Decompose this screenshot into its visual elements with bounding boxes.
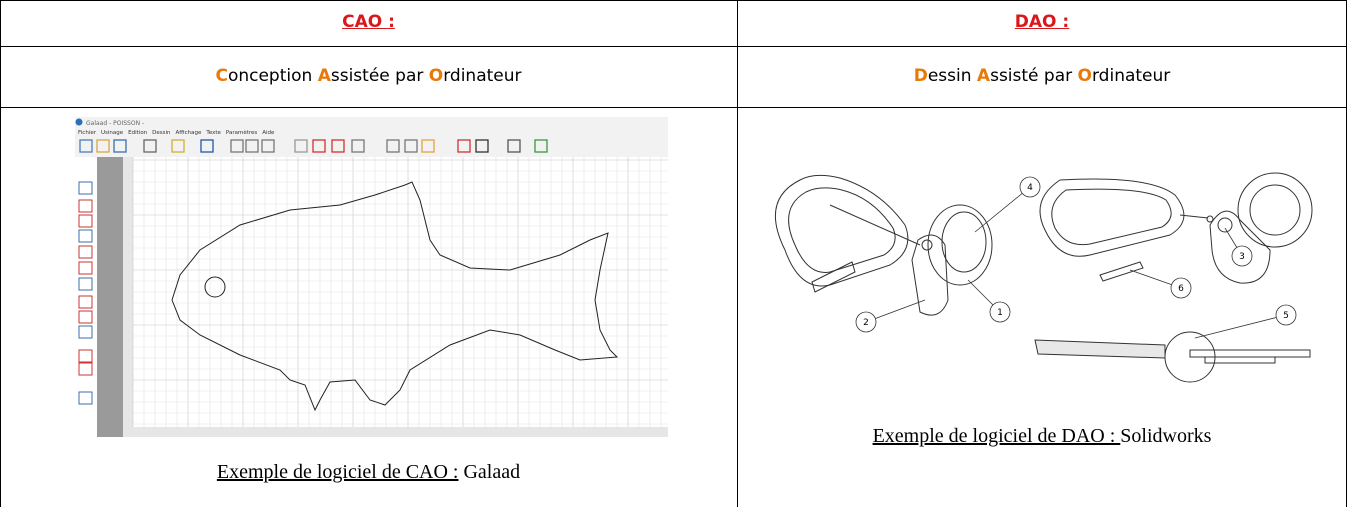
text: onception — [227, 66, 318, 86]
palette-icon — [78, 325, 93, 339]
palette-icon — [78, 245, 93, 259]
toolbar-icon — [171, 139, 185, 153]
toolbar-icon — [245, 139, 259, 153]
leader-line — [865, 299, 926, 323]
palette-icon — [78, 295, 93, 309]
definition: Dessin Assisté par Ordinateur — [737, 66, 1347, 86]
callout-number: 4 — [1027, 183, 1033, 193]
toolbar-icon — [507, 139, 521, 153]
toolbar-icon — [143, 139, 157, 153]
toolbar-icon — [261, 139, 275, 153]
palette-icon — [78, 362, 93, 376]
carabiner-iso — [774, 174, 993, 316]
text: rdinateur — [443, 66, 522, 86]
carabiner-top — [1039, 172, 1313, 284]
caption-label: Exemple de logiciel de DAO : — [872, 425, 1121, 447]
palette-icon — [78, 181, 93, 195]
toolbar-icon — [386, 139, 400, 153]
caption: Exemple de logiciel de CAO : Galaad — [0, 461, 737, 484]
text: ssistée par — [330, 66, 429, 86]
solidworks-drawing: 1 2 3 4 5 6 — [774, 172, 1313, 383]
carabiner-side — [1034, 331, 1311, 383]
definition: Conception Assistée par Ordinateur — [0, 66, 737, 86]
menu-item: Aide — [262, 130, 275, 136]
toolbar-icon — [294, 139, 308, 153]
caption: Exemple de logiciel de DAO : Solidworks — [737, 425, 1347, 448]
initial: D — [913, 66, 928, 86]
palette-icon — [78, 391, 93, 405]
table-border — [0, 0, 1347, 1]
table-border — [0, 107, 1347, 108]
table-border — [0, 46, 1347, 47]
callout-bubble — [1231, 245, 1253, 267]
software-name: Solidworks — [1120, 425, 1212, 447]
table-border — [0, 0, 1, 507]
palette-icon — [78, 349, 93, 363]
text: ssisté par — [990, 66, 1078, 86]
toolbar-icon — [351, 139, 365, 153]
initial: O — [1077, 66, 1092, 86]
toolbar-icon — [200, 139, 214, 153]
ruler — [123, 157, 133, 437]
initial: A — [317, 66, 331, 86]
callout-bubble — [855, 311, 877, 333]
menu-item: Edition — [128, 130, 148, 136]
toolbar-icon — [475, 139, 489, 153]
palette-icon — [78, 261, 93, 275]
initial: C — [215, 66, 228, 86]
palette-icon — [78, 214, 93, 228]
table-border — [737, 0, 738, 507]
app-icon — [75, 118, 83, 126]
fish-eye — [204, 276, 226, 298]
toolbar-icon — [331, 139, 345, 153]
leader-line — [1194, 314, 1287, 339]
caption-label: Exemple de logiciel de CAO : — [216, 461, 459, 483]
toolbar-icon — [457, 139, 471, 153]
toolbar-icon — [421, 139, 435, 153]
toolbar-icon — [312, 139, 326, 153]
callout-bubble — [1019, 176, 1041, 198]
table-border — [1346, 0, 1347, 507]
tool-palette — [75, 157, 97, 437]
menu-item: Dessin — [152, 130, 171, 136]
text: rdinateur — [1091, 66, 1171, 86]
toolbar-icon — [404, 139, 418, 153]
callout-number: 3 — [1239, 252, 1245, 262]
toolbar-icon — [230, 139, 244, 153]
leader-line — [974, 186, 1031, 233]
menu-item: Usinage — [101, 130, 124, 136]
toolbar-icon — [534, 139, 548, 153]
callout-number: 5 — [1283, 311, 1289, 321]
window-title: Galaad - POISSON - — [86, 120, 144, 127]
text: essin — [927, 66, 977, 86]
initial: A — [976, 66, 991, 86]
initial: O — [428, 66, 444, 86]
fish-outline — [171, 181, 619, 412]
menu-item: Affichage — [176, 130, 202, 136]
callout-number: 1 — [997, 308, 1003, 318]
palette-icon — [78, 229, 93, 243]
menu-item: Paramètres — [226, 129, 257, 136]
toolbar-icon — [96, 139, 110, 153]
palette-icon — [78, 199, 93, 213]
software-name: Galaad — [458, 461, 521, 483]
callout-bubble — [1275, 304, 1297, 326]
callout-bubble — [989, 301, 1011, 323]
toolbar-icon — [79, 139, 93, 153]
galaad-screenshot: Galaad - POISSON - Fichier Usinage Edition… — [75, 117, 668, 437]
margin — [97, 157, 123, 437]
callout-number: 2 — [863, 318, 869, 328]
toolbar-icon — [113, 139, 127, 153]
header-cao: CAO : — [342, 12, 395, 32]
header-dao: DAO : — [1014, 12, 1070, 32]
callout-number: 6 — [1178, 284, 1184, 294]
ruler — [123, 427, 668, 437]
palette-icon — [78, 277, 93, 291]
menu-item: Texte — [205, 130, 221, 136]
palette-icon — [78, 310, 93, 324]
callout-bubble — [1170, 277, 1192, 299]
menu-item: Fichier — [78, 130, 97, 136]
